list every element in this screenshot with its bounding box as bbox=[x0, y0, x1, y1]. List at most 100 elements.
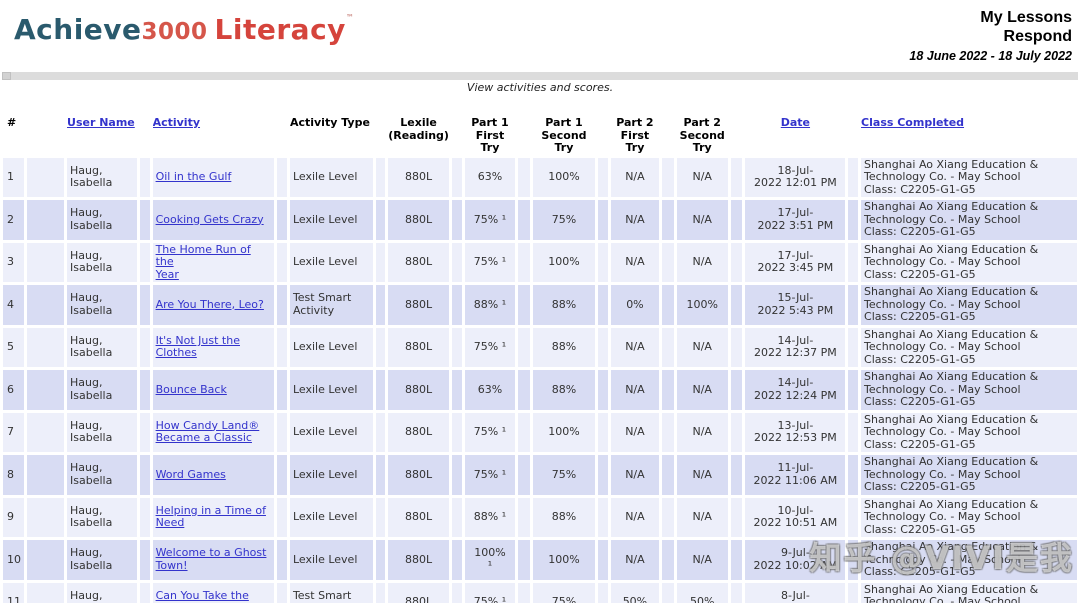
date-cell: 15-Jul- 2022 5:43 PM bbox=[745, 285, 846, 325]
date-cell: 17-Jul- 2022 3:45 PM bbox=[745, 242, 846, 282]
part2-first-try-cell: N/A bbox=[610, 540, 660, 580]
report-date-range: 18 June 2022 - 18 July 2022 bbox=[909, 49, 1072, 63]
lexile-cell: 880L bbox=[388, 327, 449, 367]
lexile-cell: 880L bbox=[388, 370, 449, 410]
row-number-cell: 8 bbox=[3, 455, 24, 495]
activity-link[interactable]: Can You Take the Heat? bbox=[155, 588, 249, 603]
part2-second-try-cell: 50% bbox=[676, 582, 728, 603]
class-completed-cell: Shanghai Ao Xiang Education & Technology… bbox=[861, 285, 1077, 325]
header-spacer bbox=[27, 103, 65, 155]
spacer-cell bbox=[27, 327, 65, 367]
activity-type-cell: Lexile Level bbox=[289, 455, 373, 495]
part2-first-try-cell: 0% bbox=[610, 285, 660, 325]
spacer-cell bbox=[27, 370, 65, 410]
row-number-cell: 2 bbox=[3, 200, 24, 240]
class-completed-cell: Shanghai Ao Xiang Education & Technology… bbox=[861, 497, 1077, 537]
row-number-cell: 1 bbox=[3, 157, 24, 197]
activity-link[interactable]: The Home Run of the Year bbox=[155, 242, 251, 281]
activity-type-cell: Lexile Level bbox=[289, 157, 373, 197]
user-name-cell: Haug, Isabella bbox=[67, 200, 137, 240]
class-completed-cell: Shanghai Ao Xiang Education & Technology… bbox=[861, 157, 1077, 197]
spacer-cell bbox=[27, 412, 65, 452]
activity-cell: It's Not Just the Clothes bbox=[152, 327, 275, 367]
part1-second-try-cell: 100% bbox=[532, 242, 596, 282]
sort-user-name-link[interactable]: User Name bbox=[67, 116, 135, 129]
col-header-lexile: Lexile (Reading) bbox=[388, 103, 449, 155]
part2-first-try-cell: N/A bbox=[610, 497, 660, 537]
table-row: 10 Haug, Isabella Welcome to a Ghost Tow… bbox=[3, 540, 1077, 580]
date-cell: 8-Jul- 2022 10:47 AM bbox=[745, 582, 846, 603]
sort-class-completed-link[interactable]: Class Completed bbox=[861, 116, 965, 129]
part2-first-try-cell: N/A bbox=[610, 242, 660, 282]
lexile-cell: 880L bbox=[388, 285, 449, 325]
activity-type-cell: Lexile Level bbox=[289, 370, 373, 410]
activity-link[interactable]: Are You There, Leo? bbox=[155, 297, 264, 311]
scrollbar-left-nub[interactable] bbox=[2, 72, 11, 80]
part2-second-try-cell: N/A bbox=[676, 370, 728, 410]
date-cell: 18-Jul- 2022 12:01 PM bbox=[745, 157, 846, 197]
activity-type-cell: Lexile Level bbox=[289, 200, 373, 240]
part2-second-try-cell: N/A bbox=[676, 455, 728, 495]
activity-cell: Helping in a Time of Need bbox=[152, 497, 275, 537]
horizontal-scrollbar[interactable] bbox=[2, 72, 1078, 80]
activity-link[interactable]: How Candy Land® Became a Classic bbox=[155, 418, 260, 445]
activity-cell: Welcome to a Ghost Town! bbox=[152, 540, 275, 580]
col-header-date: Date bbox=[745, 103, 846, 155]
activity-type-cell: Test Smart Activity bbox=[289, 582, 373, 603]
row-number-cell: 6 bbox=[3, 370, 24, 410]
user-name-cell: Haug, Isabella bbox=[67, 327, 137, 367]
lexile-cell: 880L bbox=[388, 540, 449, 580]
activity-type-cell: Lexile Level bbox=[289, 540, 373, 580]
part1-first-try-cell: 75% ¹ bbox=[464, 455, 516, 495]
class-completed-cell: Shanghai Ao Xiang Education & Technology… bbox=[861, 455, 1077, 495]
activity-cell: Bounce Back bbox=[152, 370, 275, 410]
part2-first-try-cell: 50% bbox=[610, 582, 660, 603]
part1-second-try-cell: 100% bbox=[532, 157, 596, 197]
activity-link[interactable]: Cooking Gets Crazy bbox=[155, 212, 264, 226]
class-completed-cell: Shanghai Ao Xiang Education & Technology… bbox=[861, 327, 1077, 367]
part1-second-try-cell: 88% bbox=[532, 497, 596, 537]
activity-link[interactable]: Oil in the Gulf bbox=[155, 170, 232, 183]
activity-link[interactable]: Welcome to a Ghost Town! bbox=[155, 546, 267, 572]
spacer-cell bbox=[27, 242, 65, 282]
part1-first-try-cell: 63% bbox=[464, 370, 516, 410]
part1-first-try-cell: 75% ¹ bbox=[464, 200, 516, 240]
spacer-cell bbox=[27, 157, 65, 197]
activity-link[interactable]: Bounce Back bbox=[155, 382, 227, 396]
activity-link[interactable]: Helping in a Time of Need bbox=[155, 503, 266, 530]
table-row: 9 Haug, Isabella Helping in a Time of Ne… bbox=[3, 497, 1077, 537]
date-cell: 10-Jul- 2022 10:51 AM bbox=[745, 497, 846, 537]
spacer-cell bbox=[27, 582, 65, 603]
activities-table: # User Name Activity Activity Type Lexil… bbox=[0, 100, 1080, 603]
col-header-part2-second-try: Part 2 Second Try bbox=[676, 103, 728, 155]
part1-first-try-cell: 75% ¹ bbox=[464, 412, 516, 452]
lexile-cell: 880L bbox=[388, 455, 449, 495]
part2-second-try-cell: N/A bbox=[676, 412, 728, 452]
logo-literacy: Literacy bbox=[214, 13, 346, 46]
table-row: 2 Haug, Isabella Cooking Gets Crazy Lexi… bbox=[3, 200, 1077, 240]
part2-first-try-cell: N/A bbox=[610, 370, 660, 410]
spacer-cell bbox=[27, 540, 65, 580]
lexile-cell: 880L bbox=[388, 582, 449, 603]
user-name-cell: Haug, Isabella bbox=[67, 242, 137, 282]
activity-link[interactable]: Word Games bbox=[155, 467, 226, 481]
table-row: 8 Haug, Isabella Word Games Lexile Level… bbox=[3, 455, 1077, 495]
activity-type-cell: Test Smart Activity bbox=[289, 285, 373, 325]
date-cell: 13-Jul- 2022 12:53 PM bbox=[745, 412, 846, 452]
part1-second-try-cell: 100% bbox=[532, 412, 596, 452]
activity-type-cell: Lexile Level bbox=[289, 497, 373, 537]
part2-first-try-cell: N/A bbox=[610, 327, 660, 367]
activity-link[interactable]: It's Not Just the Clothes bbox=[155, 333, 240, 360]
lexile-cell: 880L bbox=[388, 412, 449, 452]
sort-activity-link[interactable]: Activity bbox=[152, 116, 201, 129]
activity-type-cell: Lexile Level bbox=[289, 412, 373, 452]
part2-first-try-cell: N/A bbox=[610, 412, 660, 452]
activity-cell: How Candy Land® Became a Classic bbox=[152, 412, 275, 452]
sort-date-link[interactable]: Date bbox=[780, 116, 811, 129]
activity-cell: Cooking Gets Crazy bbox=[152, 200, 275, 240]
logo-3000: 3000 bbox=[141, 19, 208, 45]
lexile-cell: 880L bbox=[388, 497, 449, 537]
activity-cell: Word Games bbox=[152, 455, 275, 495]
part2-second-try-cell: N/A bbox=[676, 157, 728, 197]
user-name-cell: Haug, Isabella bbox=[67, 285, 137, 325]
